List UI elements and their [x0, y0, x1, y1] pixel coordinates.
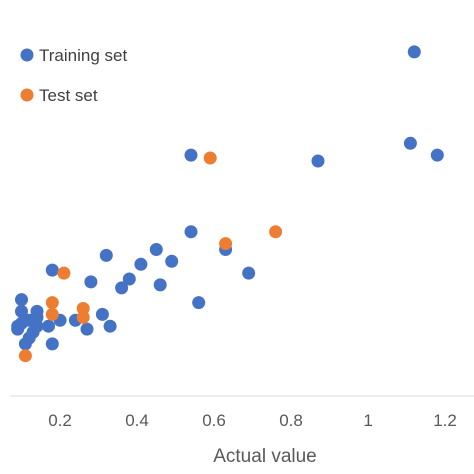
test-set-point — [76, 302, 90, 315]
training-set-point — [45, 263, 59, 277]
training-set-point — [184, 148, 198, 162]
x-tick-label: 1.2 — [433, 411, 457, 430]
legend-marker — [20, 48, 34, 62]
training-set-point — [99, 248, 113, 262]
training-set-point — [153, 278, 167, 292]
test-set-point — [219, 237, 233, 251]
training-set-point — [115, 281, 129, 295]
test-set-point — [45, 296, 59, 310]
training-set-point — [192, 296, 206, 310]
training-set-point — [18, 337, 32, 351]
training-set-point — [165, 254, 179, 268]
training-set-point — [15, 293, 28, 307]
training-set-point — [45, 337, 59, 351]
test-set-point — [57, 266, 71, 280]
training-set-point — [80, 322, 94, 336]
x-tick-label: 0.8 — [279, 411, 303, 430]
training-set-point — [311, 154, 325, 168]
test-set-point — [76, 310, 90, 324]
x-tick-labels: 0.2 0.4 0.6 0.8 1 1.2 — [48, 411, 457, 430]
training-set-point — [42, 319, 55, 333]
training-set-point — [242, 266, 256, 280]
training-set-point — [184, 225, 198, 239]
legend-label: Test set — [39, 86, 98, 105]
training-set-point — [403, 136, 417, 150]
test-set-point — [45, 307, 59, 321]
x-tick-label: 1 — [363, 411, 372, 430]
training-set-point — [430, 148, 444, 162]
training-set-point — [95, 307, 109, 321]
x-axis-title: Actual value — [213, 446, 317, 467]
training-set-point — [149, 243, 163, 256]
legend-marker — [20, 88, 34, 102]
test-set-point — [18, 349, 32, 363]
training-set-point — [30, 304, 44, 318]
training-set-point — [11, 322, 25, 336]
training-set-point — [134, 257, 148, 271]
training-set-point — [103, 319, 117, 333]
data-points — [11, 45, 444, 363]
x-tick-label: 0.6 — [202, 411, 226, 430]
x-tick-label: 0.2 — [48, 411, 72, 430]
x-tick-label: 0.4 — [125, 411, 149, 430]
training-set-point — [122, 272, 136, 286]
training-set-point — [84, 275, 98, 289]
legend: Training set Test set — [20, 46, 127, 105]
training-set-point — [15, 304, 28, 318]
legend-label: Training set — [39, 46, 127, 65]
test-set-point — [203, 151, 217, 165]
training-set-point — [407, 45, 421, 59]
test-set-point — [269, 225, 283, 239]
